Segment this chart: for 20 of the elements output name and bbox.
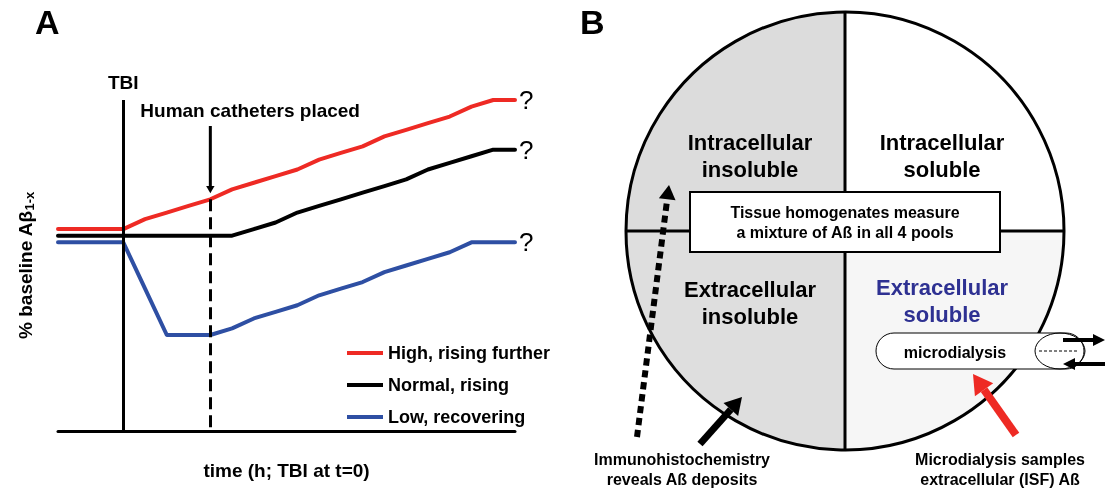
annotation: Human catheters placed xyxy=(140,100,360,121)
text: Microdialysis samples extracellular (ISF) Aß xyxy=(915,450,1086,488)
text: ? xyxy=(519,227,534,258)
y-axis-title: % baseline Aβ1-x xyxy=(15,190,37,339)
text: Immunohistochemistry reveals Aß deposits xyxy=(593,450,771,488)
legend-label: High, rising further xyxy=(388,343,550,363)
legend-label: Low, recovering xyxy=(388,407,526,427)
text: Tissue homogenates measure a mixture of Aß in all 4 pools xyxy=(730,203,960,241)
text: Intracellular insoluble xyxy=(687,129,813,183)
legend-label: Normal, rising xyxy=(388,375,510,395)
text: Extracellular insoluble xyxy=(683,276,817,330)
x-axis-title: time (h; TBI at t=0) xyxy=(203,460,370,481)
text: TBI xyxy=(107,72,139,93)
text: B xyxy=(580,3,605,41)
text: microdialysis xyxy=(903,343,1007,361)
text: ? xyxy=(519,85,534,115)
text: Extracellular soluble xyxy=(875,274,1009,328)
text: ? xyxy=(519,134,534,165)
text: Intracellular soluble xyxy=(879,129,1005,183)
chart-title: A xyxy=(35,3,60,41)
